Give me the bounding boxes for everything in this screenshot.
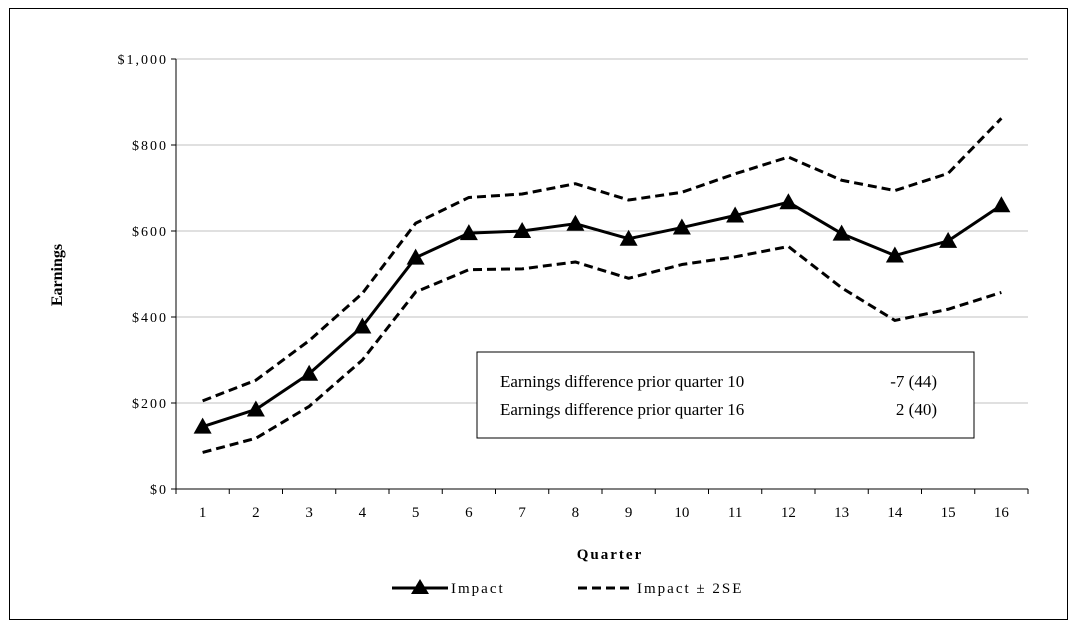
y-tick-labels: $0 $200 $400 $600 $800 $1,000 (118, 53, 169, 498)
legend-impact-marker (411, 579, 429, 594)
legend-impact-label: Impact (451, 581, 505, 597)
annotation-value-2: 2 (40) (896, 400, 937, 419)
impact-point-2 (246, 400, 265, 417)
x-tick-label: 12 (781, 505, 796, 521)
legend-item-impact-2se: Impact ± 2SE (578, 581, 743, 597)
impact-point-7 (513, 222, 532, 238)
series-line-2se-2 (202, 244, 1002, 454)
chart-frame (9, 8, 1068, 620)
impact-point-1 (193, 417, 212, 434)
impact-point-4 (353, 317, 372, 334)
impact-point-9 (619, 229, 638, 246)
annotation-label-2: Earnings difference prior quarter 16 (500, 400, 744, 419)
legend-item-impact: Impact (392, 579, 505, 597)
x-tick-label: 15 (941, 505, 956, 521)
impact-point-14 (885, 246, 904, 263)
impact-point-15 (939, 231, 958, 248)
y-tick-label: $800 (132, 139, 168, 154)
x-tick-label: 8 (572, 505, 580, 521)
x-tick-label: 1 (199, 505, 207, 521)
impact-point-13 (832, 224, 851, 241)
y-tick-label: $0 (150, 483, 168, 498)
series-lines (193, 117, 1011, 454)
x-tick-label: 11 (728, 505, 742, 521)
y-axis-label: Earnings (49, 244, 66, 306)
x-tick-label: 16 (994, 505, 1010, 521)
impact-point-12 (779, 193, 798, 210)
x-tick-label: 4 (359, 505, 367, 521)
annotation-box: Earnings difference prior quarter 10 -7 … (476, 351, 975, 439)
impact-point-10 (672, 218, 691, 235)
x-tick-label: 5 (412, 505, 420, 521)
x-tick-label: 13 (834, 505, 849, 521)
y-tick-label: $400 (132, 311, 168, 326)
annotation-value-1: -7 (44) (890, 372, 937, 391)
impact-point-11 (726, 206, 745, 223)
x-tick-label: 9 (625, 505, 633, 521)
x-tick-label: 6 (465, 505, 473, 521)
x-tick-label: 10 (674, 505, 689, 521)
x-tick-label: 3 (305, 505, 313, 521)
impact-point-5 (406, 248, 425, 265)
y-tick-label: $1,000 (118, 53, 169, 68)
legend-2se-label: Impact ± 2SE (637, 581, 743, 597)
axes (171, 58, 1029, 494)
annotation-label-1: Earnings difference prior quarter 10 (500, 372, 744, 391)
impact-point-6 (459, 224, 478, 241)
x-tick-labels: 1 2 3 4 5 6 7 8 9 10 11 12 13 14 15 16 (199, 505, 1010, 521)
impact-point-8 (566, 214, 585, 231)
y-tick-label: $600 (132, 225, 168, 240)
x-tick-label: 7 (518, 505, 526, 521)
impact-point-3 (300, 364, 319, 381)
x-tick-label: 2 (252, 505, 260, 521)
legend: Impact Impact ± 2SE (392, 579, 743, 597)
y-tick-label: $200 (132, 397, 168, 412)
series-line-impact (202, 200, 1003, 429)
x-axis-label: Quarter (577, 547, 643, 563)
impact-point-16 (992, 196, 1011, 213)
annotation-border (476, 351, 975, 439)
x-tick-label: 14 (887, 505, 903, 521)
series-line-2se-1 (202, 117, 1003, 403)
